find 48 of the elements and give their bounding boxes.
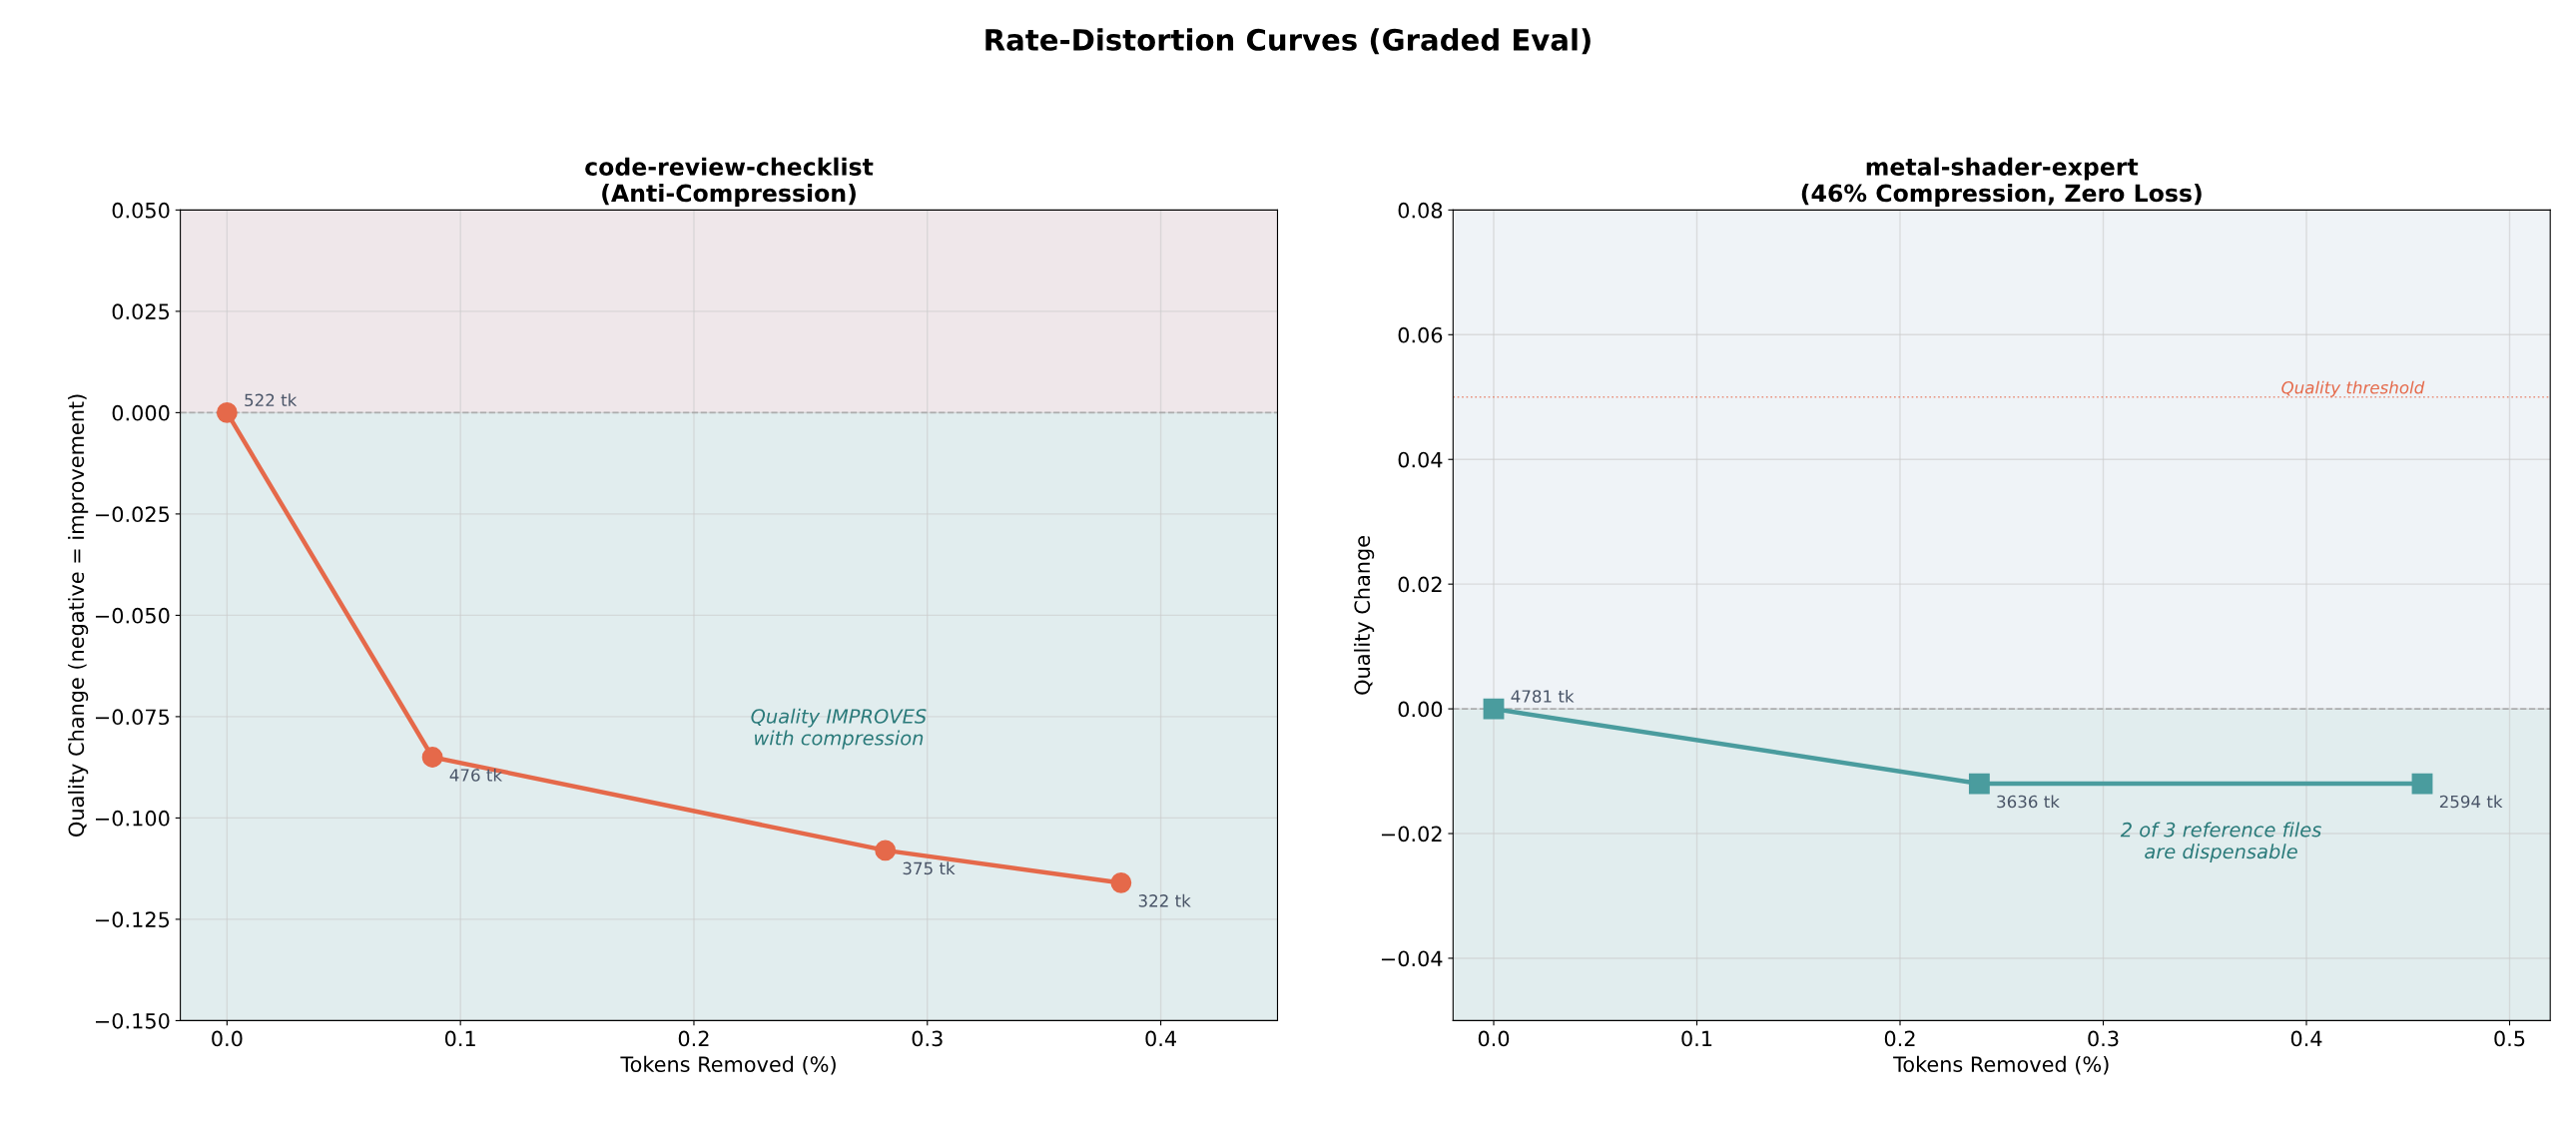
chart-title: metal-shader-expert (46% Compression, Zero Loss): [1801, 157, 2202, 207]
y-tick-label: 0.08: [1398, 202, 1443, 219]
y-tick-label: 0.025: [112, 303, 170, 320]
y-tick-label: 0.050: [112, 202, 170, 219]
y-tick-label: 0.00: [1398, 701, 1443, 718]
annotation: 322 tk: [1138, 893, 1191, 907]
annotation: 476 tk: [449, 768, 503, 782]
x-axis-title: Tokens Removed (%): [1893, 1055, 2109, 1075]
point: [216, 401, 238, 423]
y-axis-title: Quality Change (negative = improvement): [68, 394, 89, 837]
y-tick-label: 0.04: [1398, 451, 1443, 468]
point: [1110, 871, 1132, 893]
annotation: 2594 tk: [2439, 795, 2503, 809]
y-tick-label: 0.000: [112, 404, 170, 421]
point: [421, 747, 443, 768]
x-tick-label: 0.4: [1145, 1030, 1176, 1047]
annotation: 522 tk: [245, 393, 298, 407]
x-tick-label: 0.4: [2290, 1030, 2322, 1047]
x-tick-label: 0.3: [2088, 1030, 2119, 1047]
y-axis-title: Quality Change: [1354, 536, 1375, 695]
x-tick-label: 0.3: [912, 1030, 943, 1047]
ref-line-label: Quality threshold: [2281, 380, 2425, 397]
y-tick-label: −0.050: [95, 607, 170, 624]
text: Rate-Distortion Curves (Graded Eval): [985, 28, 1591, 55]
x-tick-label: 0.2: [1884, 1030, 1915, 1047]
y-tick-label: −0.025: [95, 506, 170, 523]
annotation: 375 tk: [903, 861, 956, 875]
annotation: 4781 tk: [1511, 689, 1575, 703]
x-tick-label: 0.0: [212, 1030, 243, 1047]
y-tick-label: −0.100: [95, 810, 170, 827]
annotation: Quality IMPROVES with compression: [751, 708, 927, 750]
y-tick-label: −0.02: [1381, 826, 1442, 843]
y-tick-label: −0.075: [95, 709, 170, 726]
y-tick-label: −0.150: [95, 1012, 170, 1029]
annotation: 2 of 3 reference files are dispensable: [2120, 822, 2321, 863]
x-tick-label: 0.1: [1681, 1030, 1712, 1047]
annotation: 3636 tk: [1997, 795, 2060, 809]
y-tick-label: −0.125: [95, 911, 170, 928]
x-tick-label: 0.2: [678, 1030, 709, 1047]
point: [875, 840, 897, 861]
y-tick-label: 0.02: [1398, 576, 1442, 593]
x-axis-title: Tokens Removed (%): [620, 1055, 836, 1075]
x-tick-label: 0.0: [1478, 1030, 1510, 1047]
y-tick-label: −0.04: [1381, 950, 1443, 967]
chart-title: code-review-checklist (Anti-Compression): [585, 157, 874, 207]
x-tick-label: 0.1: [444, 1030, 475, 1047]
y-tick-label: 0.06: [1398, 326, 1443, 343]
x-tick-label: 0.5: [2494, 1030, 2525, 1047]
